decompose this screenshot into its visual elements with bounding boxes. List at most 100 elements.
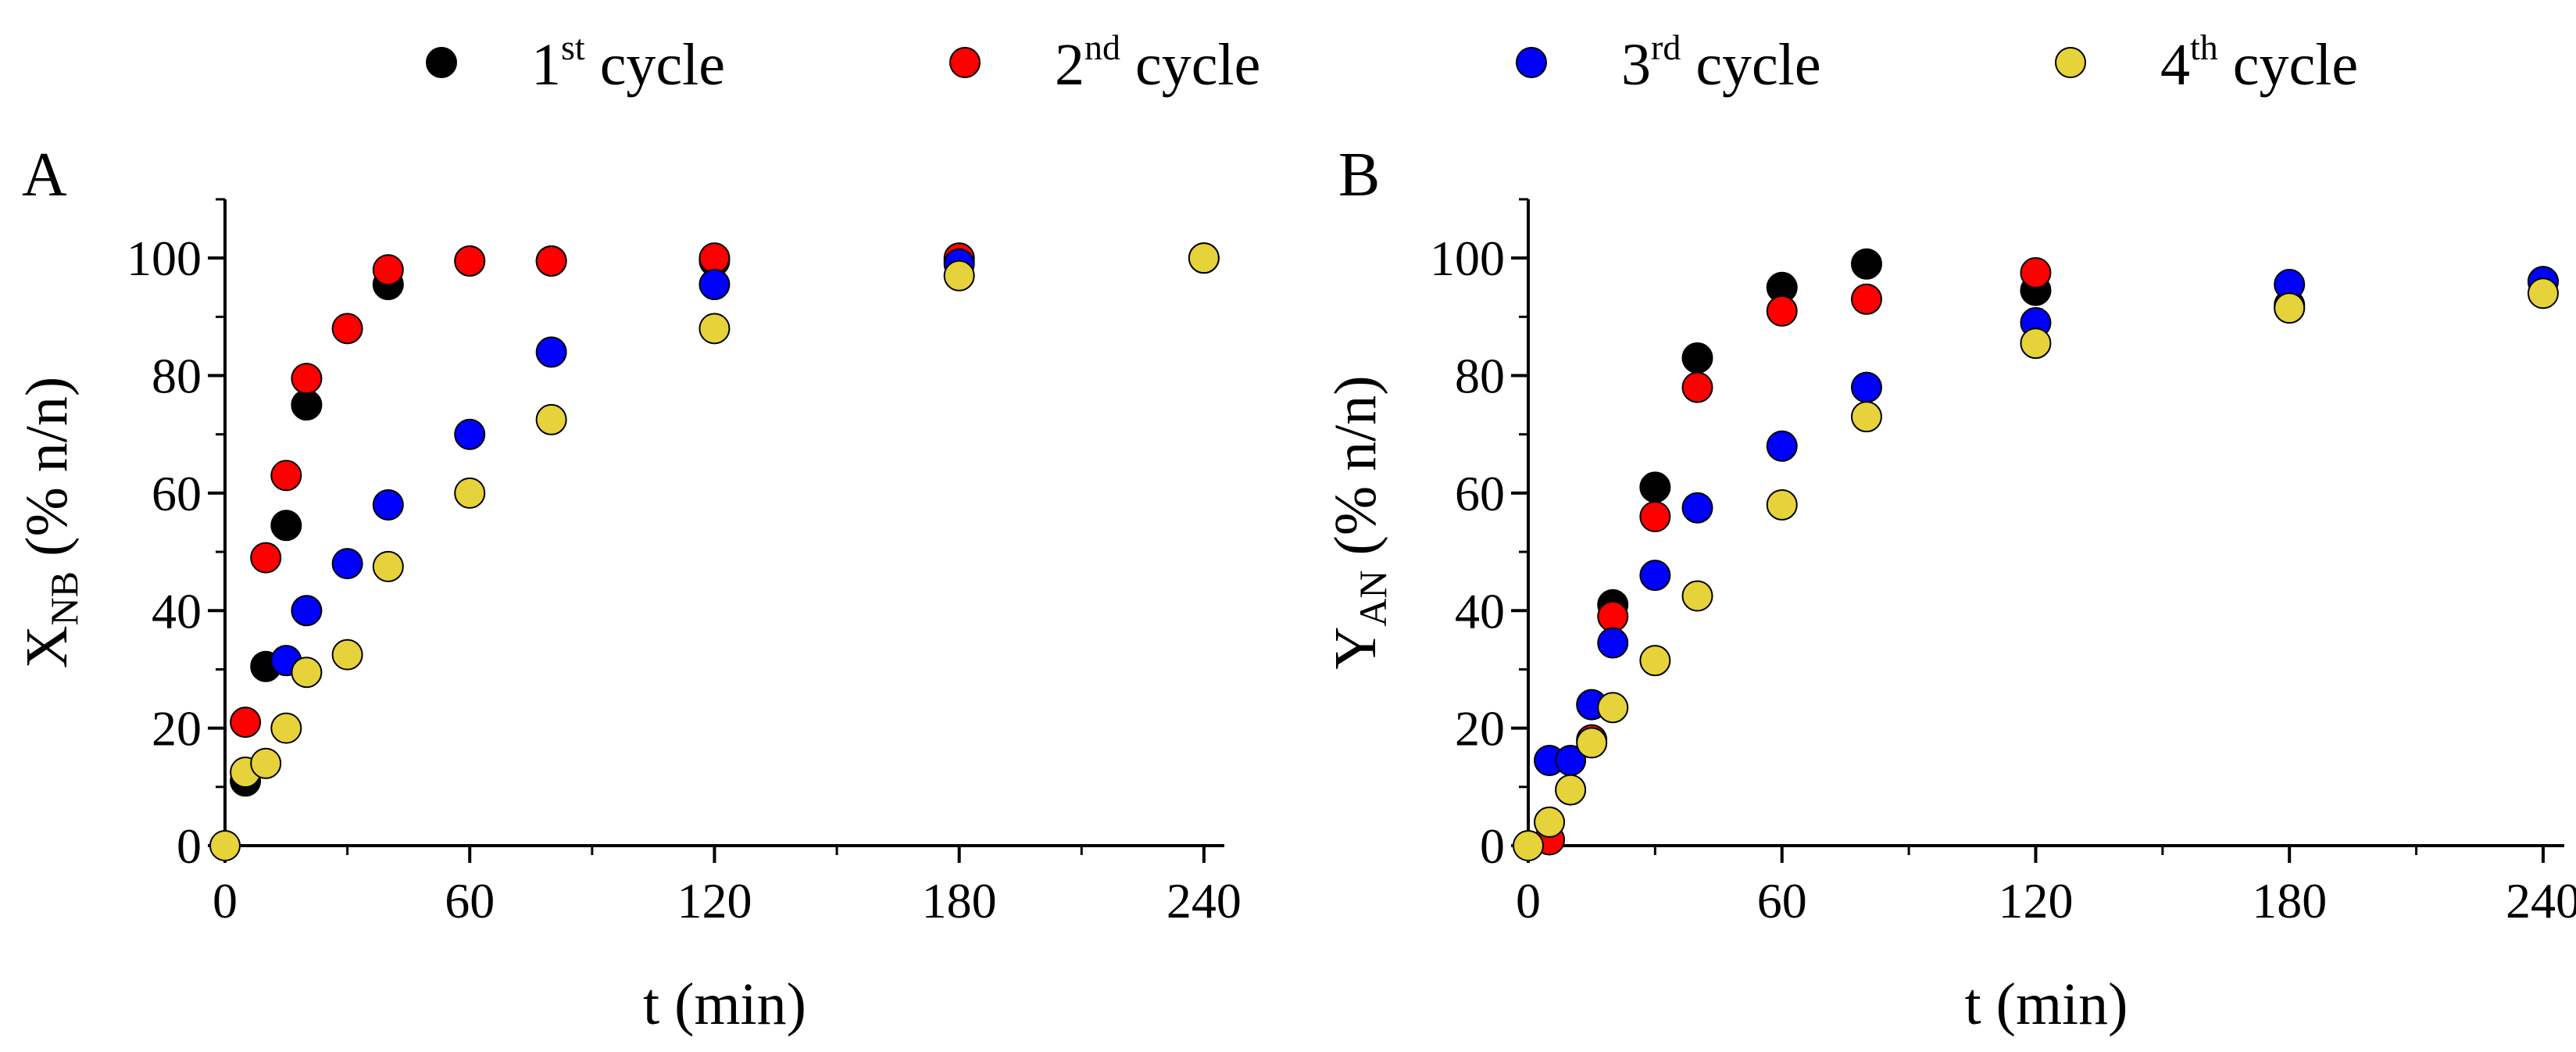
data-point [1639,471,1671,503]
data-point [270,712,302,744]
x-tick-label: 60 [1757,873,1807,929]
data-point [209,830,241,861]
data-point [1681,492,1713,524]
x-tick-label: 240 [2506,873,2576,929]
series-4 [209,242,1220,861]
legend-item-3: 3rd cycle [1516,27,1821,98]
data-point [230,707,262,739]
panel-letter: B [1338,141,1380,209]
data-point [1681,342,1713,374]
y-tick-label: 40 [1455,583,1505,639]
data-point [1576,727,1608,759]
panel-b: B 0 60 120 180 240 0 20 40 60 80 100 t (min) YAN (% n… [1323,141,2576,1037]
data-point [1850,371,1882,403]
data-point [1639,645,1671,677]
panel-letter: A [22,141,67,209]
legend-marker [2055,47,2086,78]
y-tick-label: 40 [152,583,202,639]
data-point [698,242,731,274]
data-point [291,363,323,395]
x-tick-label: 180 [2252,873,2327,929]
y-tick-label: 100 [1430,231,1505,286]
series-2 [1534,256,2306,856]
y-axis-title: XNB (% n/n) [14,377,86,668]
data-point [291,389,323,421]
x-tick-label: 0 [1516,873,1541,929]
legend-item-2: 2nd cycle [949,27,1260,98]
legend-label: 4th cycle [2160,27,2358,98]
data-point [250,747,282,779]
data-point [943,259,975,292]
data-point [698,313,731,345]
data-point [2274,292,2306,324]
x-tick-label: 0 [213,873,238,929]
data-point [270,460,302,492]
x-tick-label: 240 [1167,873,1242,929]
x-tick-label: 60 [445,873,495,929]
series-3 [270,248,975,677]
data-point [454,245,486,277]
data-point [535,336,567,368]
data-point [372,550,404,582]
y-tick-label: 20 [1455,701,1505,757]
series-4 [1513,277,2559,861]
data-point [1555,774,1587,806]
y-tick-label: 20 [152,701,202,757]
series-2 [230,242,975,739]
y-tick-label: 60 [152,466,202,521]
x-tick-label: 120 [677,873,752,929]
data-point [372,488,404,521]
data-point [1850,248,1882,280]
panel-a: A 0 60 120 180 240 0 20 40 60 80 100 t (min) XNB (% n… [14,141,1242,1037]
data-point [1850,283,1882,315]
legend-label: 3rd cycle [1621,27,1821,98]
y-tick-label: 80 [1455,349,1505,404]
data-point [270,510,302,542]
data-point [2527,277,2559,310]
data-point [1534,806,1566,838]
data-point [1766,488,1798,521]
data-point [291,657,323,689]
data-point [1766,430,1798,462]
data-point [2020,327,2052,360]
y-tick-label: 0 [1480,818,1505,874]
data-point [1681,580,1713,612]
data-point [331,639,363,671]
data-point [372,254,404,286]
y-tick-label: 60 [1455,466,1505,521]
legend-marker [426,47,457,78]
y-axis-title: YAN (% n/n) [1323,375,1395,669]
data-point [1597,600,1629,632]
data-point [1597,627,1629,659]
y-tick-label: 0 [177,818,202,874]
x-axis-title: t (min) [1965,971,2128,1037]
y-tick-label: 80 [152,349,202,404]
legend-marker [1516,47,1547,78]
data-point [331,313,363,345]
data-point [291,595,323,627]
data-point [1513,830,1544,861]
data-point [1639,560,1671,592]
data-point [250,542,282,574]
legend-item-4: 4th cycle [2055,27,2358,98]
data-point [2020,256,2052,288]
series-1 [1597,248,2559,621]
x-axis-title: t (min) [643,971,806,1037]
data-point [1681,371,1713,403]
data-point [698,269,731,301]
data-point [535,403,567,435]
data-point [1766,295,1798,327]
data-point [1597,692,1629,724]
data-point [1639,500,1671,532]
data-point [454,418,486,450]
data-point [535,245,567,277]
data-point [1188,242,1220,274]
y-tick-label: 100 [127,231,202,286]
data-point [1850,401,1882,433]
legend-marker [949,47,981,78]
legend: 1st cycle 2nd cycle 3rd cycle 4th cycle [426,27,2358,98]
legend-label: 1st cycle [531,27,725,98]
data-point [454,477,486,509]
data-point [331,548,363,580]
